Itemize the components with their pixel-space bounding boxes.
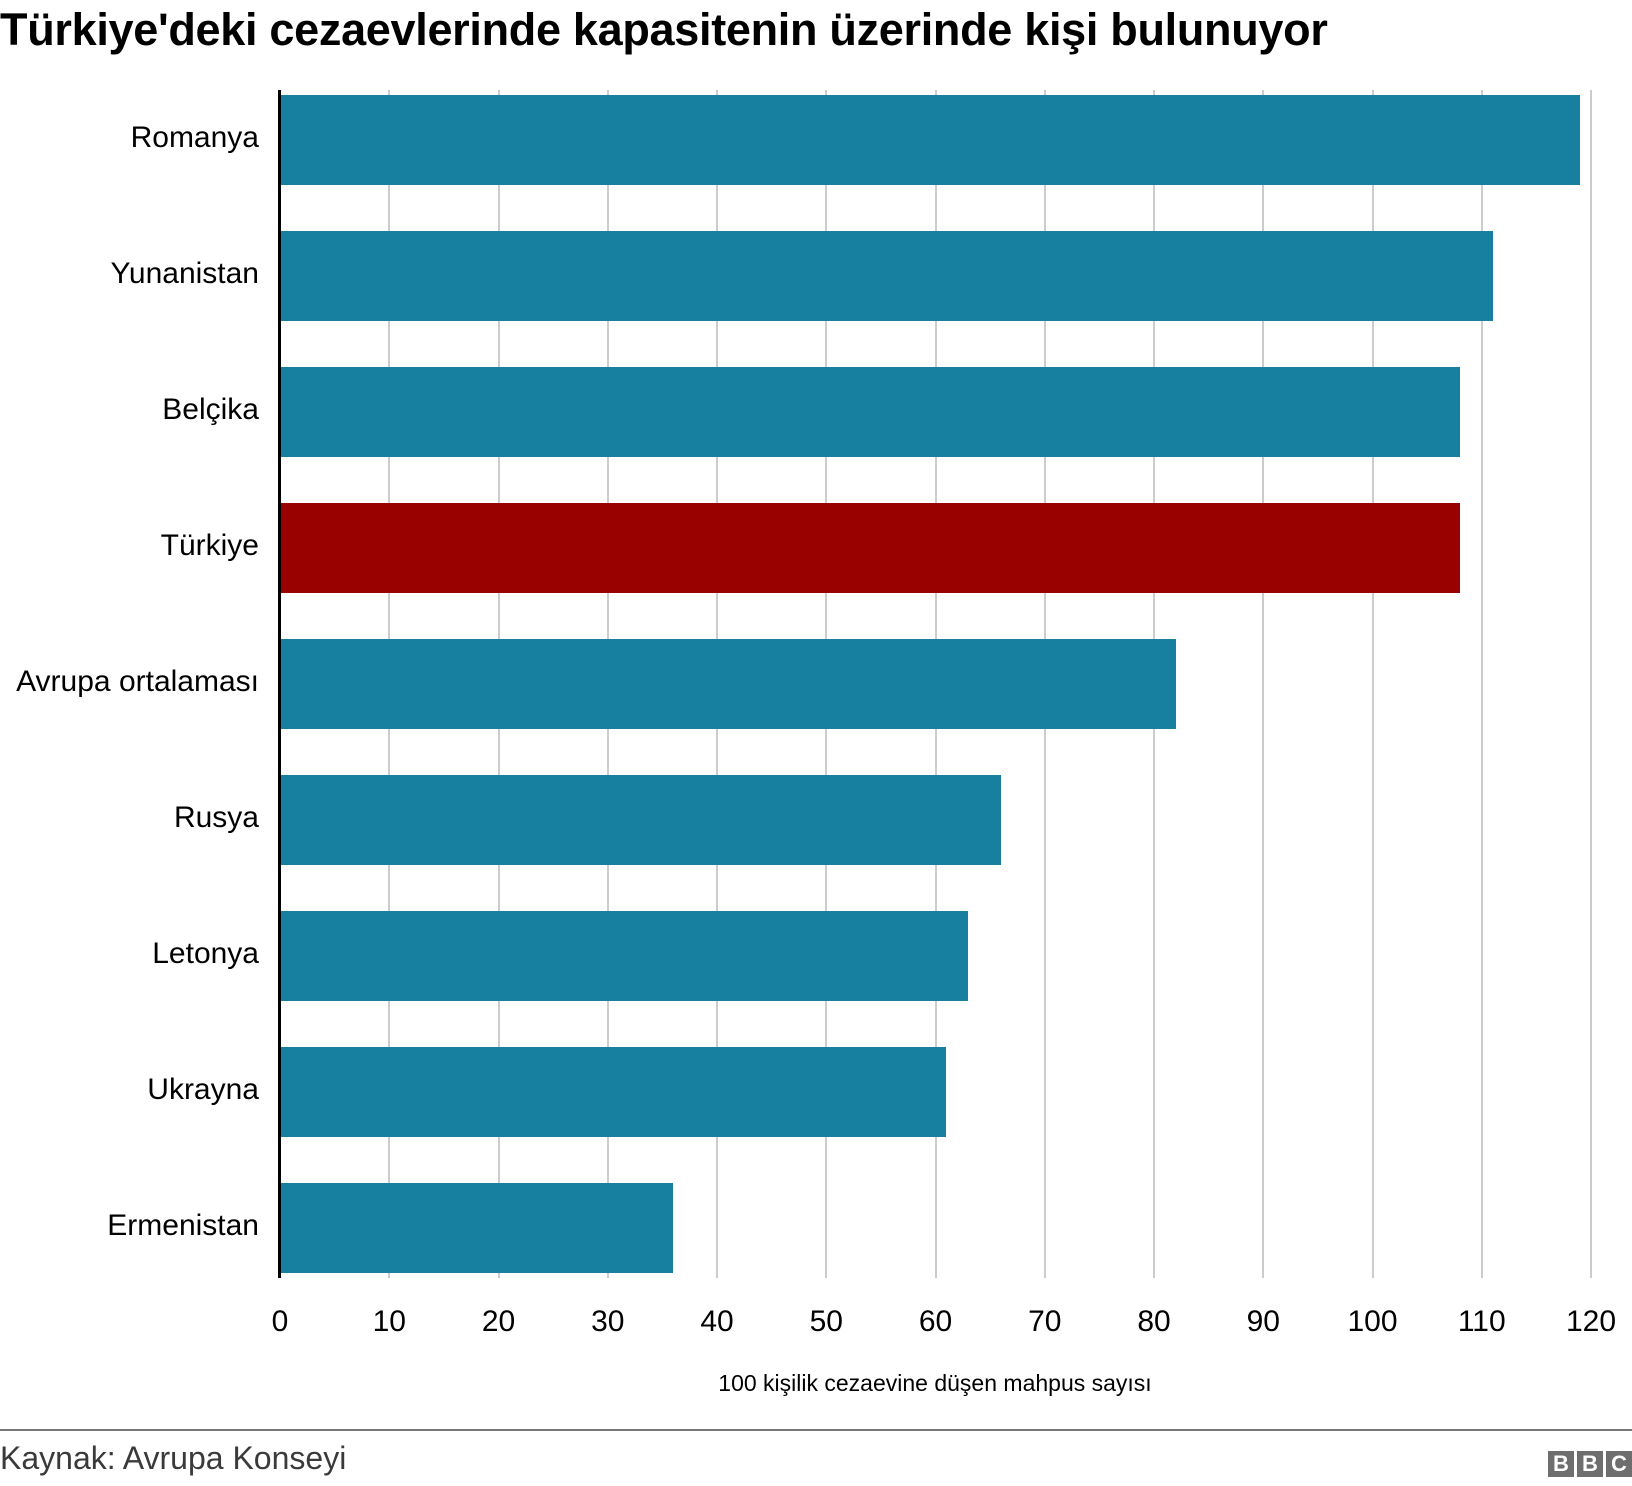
x-tick-label: 30	[591, 1305, 625, 1338]
x-tick-label: 70	[1028, 1305, 1062, 1338]
bar-letonya	[280, 911, 969, 1001]
gridline	[1480, 90, 1483, 1278]
y-axis-line	[278, 90, 281, 1278]
bar-türkiye	[280, 503, 1460, 593]
x-tick-label: 90	[1246, 1305, 1280, 1338]
category-label: Romanya	[130, 121, 259, 154]
bar-ukrayna	[280, 1047, 947, 1137]
footer-divider	[0, 1429, 1632, 1431]
bbc-logo-b2: B	[1577, 1451, 1603, 1477]
bbc-logo: B B C	[1548, 1451, 1632, 1477]
gridline	[1590, 90, 1592, 1278]
x-tick-label: 40	[700, 1305, 734, 1338]
category-label: Rusya	[173, 801, 259, 834]
x-tick-label: 120	[1565, 1305, 1617, 1338]
x-tick-label: 10	[372, 1305, 406, 1338]
x-tick-label: 80	[1137, 1305, 1171, 1338]
category-label: Türkiye	[160, 529, 259, 562]
category-label: Ermenistan	[107, 1209, 259, 1242]
bbc-logo-b1: B	[1548, 1451, 1574, 1477]
chart-title: Türkiye'deki cezaevlerinde kapasitenin ü…	[0, 4, 1328, 55]
category-label: Yunanistan	[110, 257, 259, 290]
source-text: Kaynak: Avrupa Konseyi	[0, 1440, 347, 1476]
bar-belçika	[280, 367, 1460, 457]
bar-romanya	[280, 95, 1581, 185]
gridline	[1262, 90, 1265, 1278]
x-axis-label: 100 kişilik cezaevine düşen mahpus sayıs…	[718, 1370, 1152, 1396]
category-label: Avrupa ortalaması	[16, 665, 259, 698]
bar-rusya	[280, 775, 1002, 865]
bar-ermenistan	[280, 1183, 674, 1273]
category-label: Letonya	[152, 937, 259, 970]
plot-area	[280, 90, 1591, 1278]
gridline	[1371, 90, 1374, 1278]
bbc-logo-c: C	[1606, 1451, 1632, 1477]
x-tick-label: 0	[271, 1305, 289, 1338]
x-tick-label: 100	[1347, 1305, 1398, 1338]
category-label: Ukrayna	[147, 1073, 259, 1106]
x-tick-label: 110	[1457, 1305, 1506, 1338]
x-tick-label: 50	[809, 1305, 843, 1338]
category-label: Belçika	[162, 393, 259, 426]
bar-yunanistan	[280, 231, 1493, 321]
bar-avrupa-ortalaması	[280, 639, 1176, 729]
x-tick-label: 60	[918, 1305, 953, 1338]
x-tick-label: 20	[481, 1305, 516, 1338]
